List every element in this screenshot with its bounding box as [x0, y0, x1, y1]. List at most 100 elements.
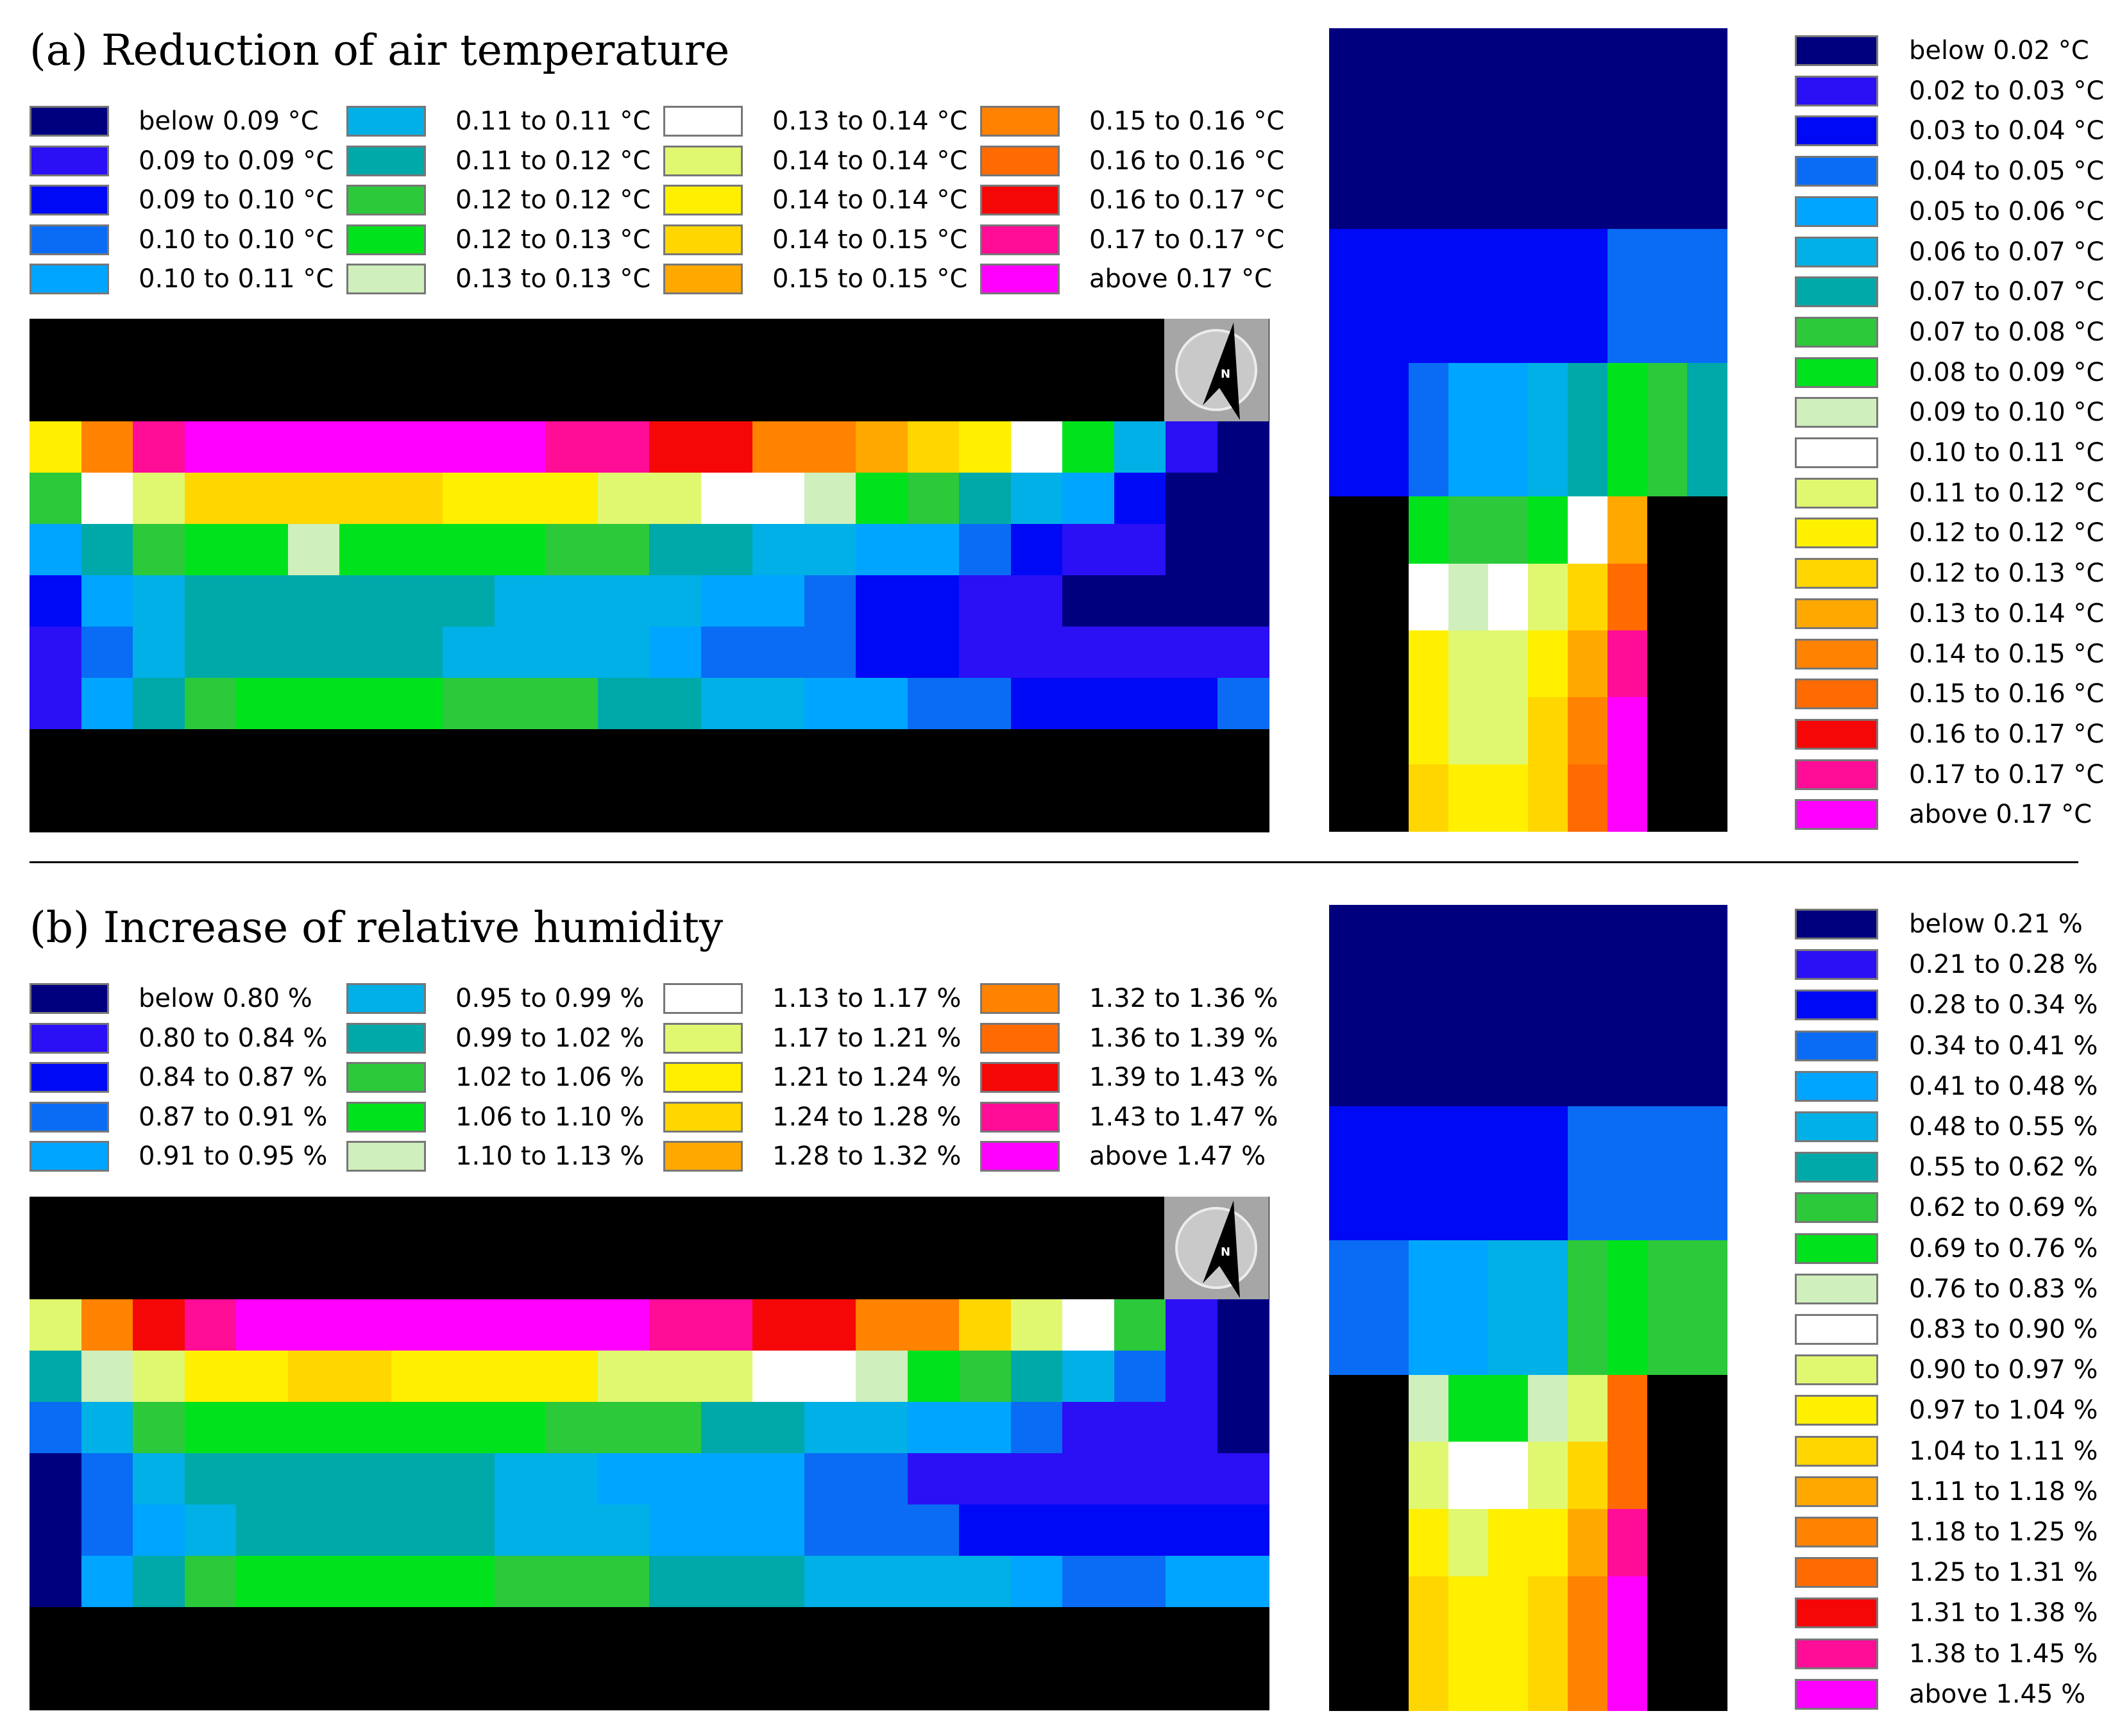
heatmap-cell	[236, 1351, 289, 1403]
heatmap-cell	[1448, 95, 1489, 163]
heatmap-cell	[1528, 1374, 1568, 1442]
heatmap-cell	[30, 1453, 82, 1505]
heatmap-cell	[1687, 1173, 1727, 1241]
heatmap-cell	[959, 1248, 1012, 1300]
heatmap-cell	[1488, 563, 1529, 631]
legend-label: 0.97 to 1.04 %	[1909, 1395, 2098, 1426]
heatmap-cell	[1488, 229, 1529, 296]
heatmap-cell	[1608, 1374, 1648, 1442]
legend-label: 0.34 to 0.41 %	[1909, 1031, 2098, 1061]
legend-entry: 0.87 to 0.91 %	[30, 1100, 327, 1134]
heatmap-cell	[1114, 1402, 1166, 1454]
heatmap-cell	[1409, 1106, 1449, 1174]
heatmap-cell	[1217, 1351, 1269, 1403]
heatmap-cell	[494, 1556, 547, 1608]
heatmap-cell	[391, 678, 443, 730]
heatmap-cell	[959, 1351, 1012, 1403]
heatmap-cell	[649, 1607, 702, 1659]
heatmap-cell	[752, 1351, 805, 1403]
heatmap-cell	[1528, 1039, 1568, 1107]
legend-swatch	[980, 224, 1060, 255]
heatmap-cell	[597, 473, 650, 525]
legend-entry: below 0.02 °C	[1795, 33, 2089, 68]
heatmap-cell	[649, 780, 702, 832]
heatmap-cell	[804, 1556, 856, 1608]
heatmap-cell	[339, 1299, 392, 1351]
heatmap-cell	[1369, 1509, 1409, 1577]
heatmap-cell	[391, 627, 443, 678]
heatmap-cell	[752, 1556, 805, 1608]
legend-swatch	[1795, 156, 1878, 187]
heatmap-cell	[546, 1453, 598, 1505]
heatmap-cell	[752, 370, 805, 422]
heatmap-cell	[700, 1504, 753, 1556]
legend-label: 0.15 to 0.15 °C	[772, 264, 968, 294]
heatmap-cell	[1488, 905, 1529, 973]
heatmap-cell	[494, 627, 547, 678]
heatmap-cell	[1329, 1173, 1370, 1241]
heatmap-cell	[236, 1607, 289, 1659]
heatmap-cell	[184, 421, 237, 473]
heatmap-cell	[1217, 524, 1269, 576]
legend-entry: 0.16 to 0.17 °C	[980, 183, 1284, 217]
heatmap-cell	[184, 1197, 237, 1249]
heatmap-cell	[391, 1248, 443, 1300]
heatmap-cell	[1687, 905, 1727, 973]
heatmap-cell	[1448, 1173, 1489, 1241]
heatmap-cell	[133, 1453, 185, 1505]
heatmap-cell	[133, 421, 185, 473]
legend-swatch	[1795, 236, 1878, 267]
heatmap-cell	[1369, 1643, 1409, 1711]
heatmap-cell	[81, 1607, 133, 1659]
heatmap-cell	[1568, 563, 1608, 631]
heatmap-cell	[1448, 697, 1489, 765]
heatmap-cell	[1488, 1509, 1529, 1577]
legend-entry: 0.17 to 0.17 °C	[1795, 757, 2104, 792]
heatmap-cell	[597, 1658, 650, 1710]
legend-swatch	[346, 224, 426, 255]
heatmap-cell	[339, 524, 392, 576]
heatmap-cell	[1528, 1643, 1568, 1711]
legend-swatch	[1795, 1070, 1878, 1102]
heatmap-cell	[1488, 1643, 1529, 1711]
legend-swatch	[30, 224, 109, 255]
legend-label: 0.16 to 0.17 °C	[1909, 719, 2104, 749]
legend-label: 0.15 to 0.16 °C	[1089, 106, 1285, 136]
heatmap-cell	[856, 1556, 908, 1608]
heatmap-cell	[649, 1351, 702, 1403]
legend-entry: 0.12 to 0.13 °C	[346, 223, 650, 257]
heatmap-cell	[1166, 1658, 1218, 1710]
heatmap-cell	[1568, 697, 1608, 765]
heatmap-cell	[443, 1248, 495, 1300]
heatmap-cell	[133, 1248, 185, 1300]
heatmap-cell	[959, 370, 1012, 422]
legend-swatch	[1795, 276, 1878, 308]
legend-label: 0.11 to 0.12 °C	[1909, 478, 2104, 508]
heatmap-cell	[597, 1556, 650, 1608]
heatmap-cell	[1217, 1607, 1269, 1659]
heatmap-cell	[1608, 296, 1648, 364]
legend-swatch	[663, 224, 743, 255]
heatmap-cell	[1062, 370, 1115, 422]
heatmap-cell	[1488, 496, 1529, 564]
heatmap-cell	[1647, 296, 1688, 364]
heatmap-cell	[1647, 162, 1688, 230]
heatmap-cell	[546, 627, 598, 678]
heatmap-cell	[494, 1504, 547, 1556]
legend-label: 1.10 to 1.13 %	[455, 1142, 645, 1171]
heatmap-cell	[1329, 1374, 1370, 1442]
heatmap-cell	[1448, 1576, 1489, 1644]
heatmap-cell	[1528, 630, 1568, 698]
legend-entry: above 1.45 %	[1795, 1677, 2085, 1712]
legend-label: 0.13 to 0.14 °C	[772, 106, 968, 136]
heatmap-cell	[443, 1402, 495, 1454]
legend-entry: 0.69 to 0.76 %	[1795, 1231, 2098, 1266]
heatmap-cell	[1409, 697, 1449, 765]
heatmap-cell	[804, 1299, 856, 1351]
heatmap-cell	[700, 1351, 753, 1403]
legend-entry: 0.28 to 0.34 %	[1795, 988, 2098, 1022]
heatmap-cell	[1647, 764, 1688, 832]
heatmap-cell	[287, 575, 340, 627]
heatmap-cell	[1329, 697, 1370, 765]
heatmap-cell	[1647, 563, 1688, 631]
